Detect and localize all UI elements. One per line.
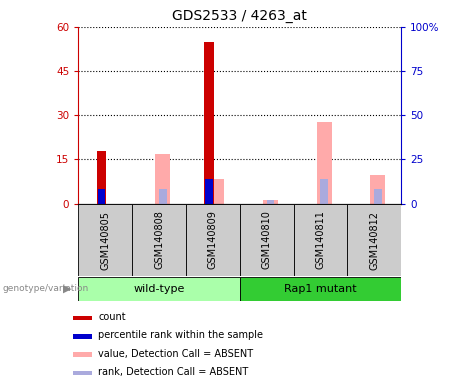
Bar — [317, 122, 332, 204]
Bar — [78, 277, 240, 301]
Bar — [98, 189, 106, 204]
Bar — [263, 200, 278, 204]
Bar — [73, 334, 92, 339]
Bar — [204, 41, 214, 204]
Text: GSM140810: GSM140810 — [261, 210, 272, 270]
Bar — [186, 204, 240, 276]
Bar — [132, 204, 186, 276]
Bar — [294, 204, 347, 276]
Text: ▶: ▶ — [63, 284, 71, 294]
Text: GSM140805: GSM140805 — [100, 210, 110, 270]
Title: GDS2533 / 4263_at: GDS2533 / 4263_at — [172, 9, 307, 23]
Bar — [370, 175, 385, 204]
Text: percentile rank within the sample: percentile rank within the sample — [98, 330, 263, 340]
Bar — [159, 189, 167, 204]
Text: genotype/variation: genotype/variation — [2, 285, 89, 293]
Text: GSM140808: GSM140808 — [154, 210, 164, 270]
Text: rank, Detection Call = ABSENT: rank, Detection Call = ABSENT — [98, 367, 248, 377]
Bar — [155, 154, 171, 204]
Bar — [374, 189, 382, 204]
Bar — [73, 316, 92, 320]
Bar — [266, 200, 274, 204]
Bar — [240, 277, 401, 301]
Bar — [78, 204, 132, 276]
Bar — [209, 179, 224, 204]
Text: count: count — [98, 312, 126, 322]
Bar — [320, 179, 328, 204]
Bar — [240, 204, 294, 276]
Text: GSM140809: GSM140809 — [208, 210, 218, 270]
Text: GSM140811: GSM140811 — [315, 210, 325, 270]
Bar — [73, 353, 92, 357]
Text: GSM140812: GSM140812 — [369, 210, 379, 270]
Bar — [205, 179, 213, 204]
Bar — [73, 371, 92, 376]
Text: value, Detection Call = ABSENT: value, Detection Call = ABSENT — [98, 349, 253, 359]
Text: Rap1 mutant: Rap1 mutant — [284, 284, 357, 294]
Bar — [347, 204, 401, 276]
Text: wild-type: wild-type — [133, 284, 185, 294]
Bar — [97, 151, 106, 204]
